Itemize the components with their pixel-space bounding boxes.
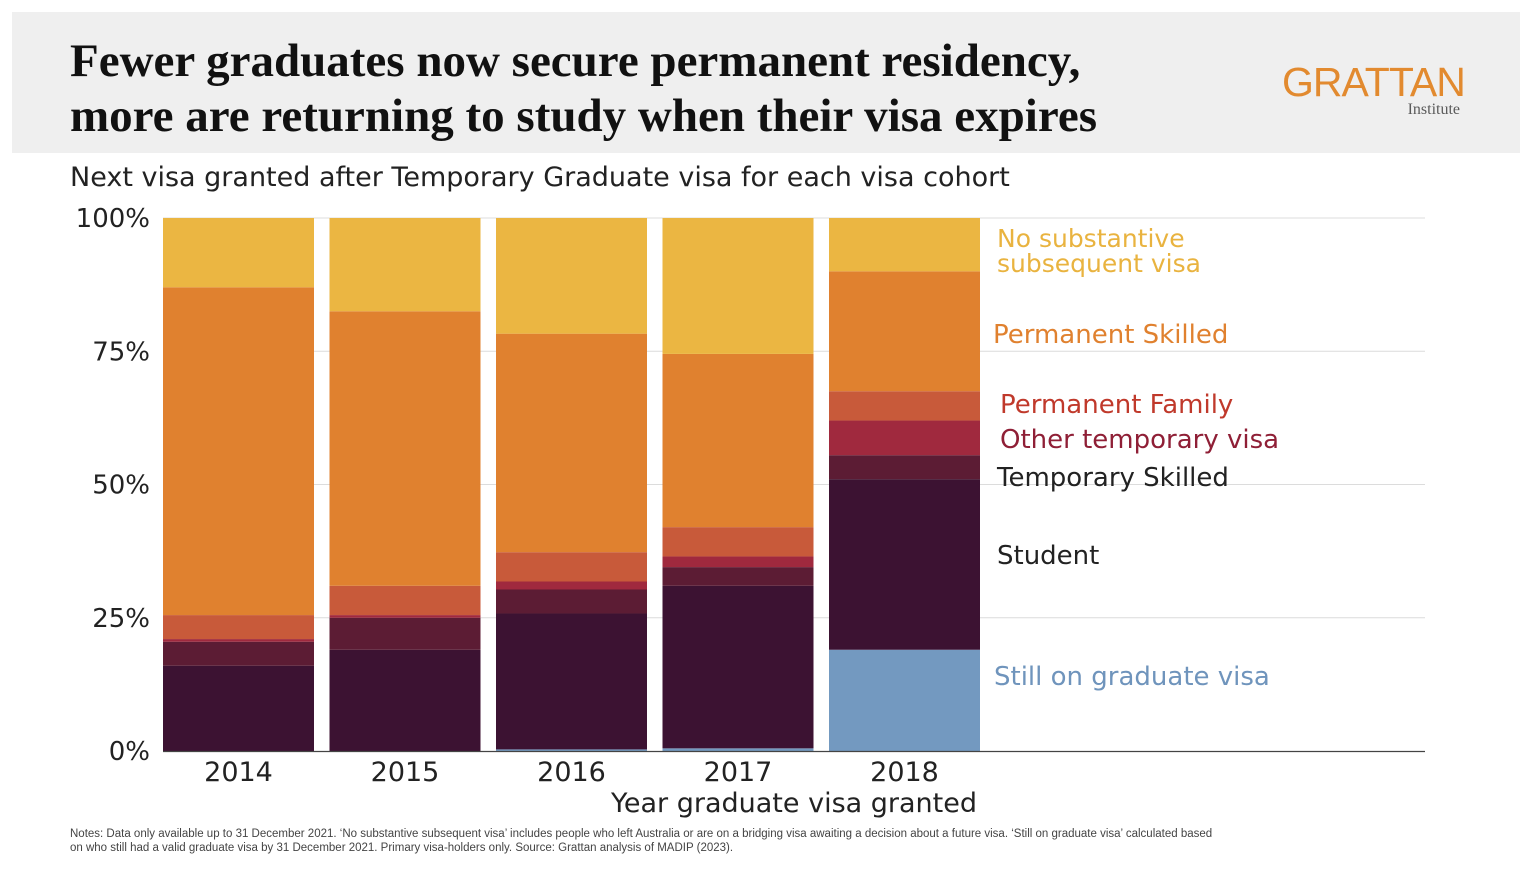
bar-2016-series-4 [496,552,647,582]
chart-title-line-2: more are returning to study when their v… [70,90,1098,142]
notes-line-2: on who still had a valid graduate visa b… [70,841,734,854]
bar-2018-series-1 [829,479,980,650]
y-tick-label-4: 100% [76,204,150,234]
bar-2018-series-5 [829,271,980,392]
chart-notes: Notes: Data only available up to 31 Dece… [70,828,1370,855]
bar-2015-series-3 [329,615,481,618]
bar-2015-series-6 [329,218,481,312]
chart-title: Fewer graduates now secure permanent res… [70,34,1270,144]
bar-2014-series-3 [163,639,314,642]
bar-2016-series-3 [496,581,647,590]
chart-subtitle: Next visa granted after Temporary Gradua… [70,162,1010,193]
bar-2014-series-4 [163,615,314,640]
grattan-logo: GRATTAN Institute [1282,59,1466,118]
bar-2018-series-0 [829,649,980,751]
y-tick-label-1: 25% [92,604,150,634]
bar-2014-series-1 [163,665,314,751]
series-label-no_substantive-line-2: subsequent visa [997,249,1201,278]
series-label-other_temp: Other temporary visa [1000,425,1279,455]
bar-2015-series-1 [329,649,481,751]
x-tick-label-2015: 2015 [371,757,440,788]
bar-2018-series-4 [829,391,980,421]
bar-2014-series-6 [163,218,314,288]
series-label-perm_skilled: Permanent Skilled [993,320,1228,350]
bar-2018-series-6 [829,218,980,272]
series-label-no_substantive-line-1: No substantive [997,224,1185,253]
bar-2016-series-2 [496,589,647,614]
logo-subtext: Institute [1407,101,1460,118]
bar-2018-series-3 [829,420,980,456]
bar-2016-series-0 [496,749,647,751]
bar-2015-series-4 [329,585,481,616]
x-axis-title: Year graduate visa granted [610,788,977,819]
bar-2014-series-5 [163,287,314,616]
bar-2016-series-1 [496,613,647,750]
series-label-temp_skilled: Temporary Skilled [996,463,1229,493]
bar-2018-series-2 [829,455,980,480]
bar-2015-series-2 [329,617,481,650]
x-tick-label-2016: 2016 [537,757,606,788]
bar-2017-series-0 [662,748,814,751]
bar-2017-series-6 [662,218,814,354]
series-label-still_grad: Still on graduate visa [994,662,1270,692]
bar-2016-series-6 [496,218,647,334]
logo-wordmark: GRATTAN [1282,59,1466,105]
bar-2017-series-4 [662,527,814,557]
bar-2017-series-3 [662,556,814,568]
notes-line-1: Notes: Data only available up to 31 Dece… [70,828,1213,840]
series-label-student: Student [997,541,1099,571]
header-band [12,12,1520,153]
bar-2015-series-5 [329,311,481,586]
bar-2014-series-2 [163,641,314,666]
x-tick-label-2017: 2017 [704,757,773,788]
bar-2017-series-5 [662,353,814,528]
x-tick-label-2018: 2018 [870,757,939,788]
y-tick-label-3: 75% [92,337,150,367]
y-tick-label-2: 50% [92,471,150,501]
bar-2017-series-2 [662,567,814,586]
x-tick-label-2014: 2014 [204,757,273,788]
y-tick-label-0: 0% [109,737,150,767]
chart-title-line-1: Fewer graduates now secure permanent res… [70,35,1081,87]
series-label-perm_family: Permanent Family [1000,390,1233,420]
bar-2017-series-1 [662,585,814,749]
bar-2016-series-5 [496,333,647,553]
